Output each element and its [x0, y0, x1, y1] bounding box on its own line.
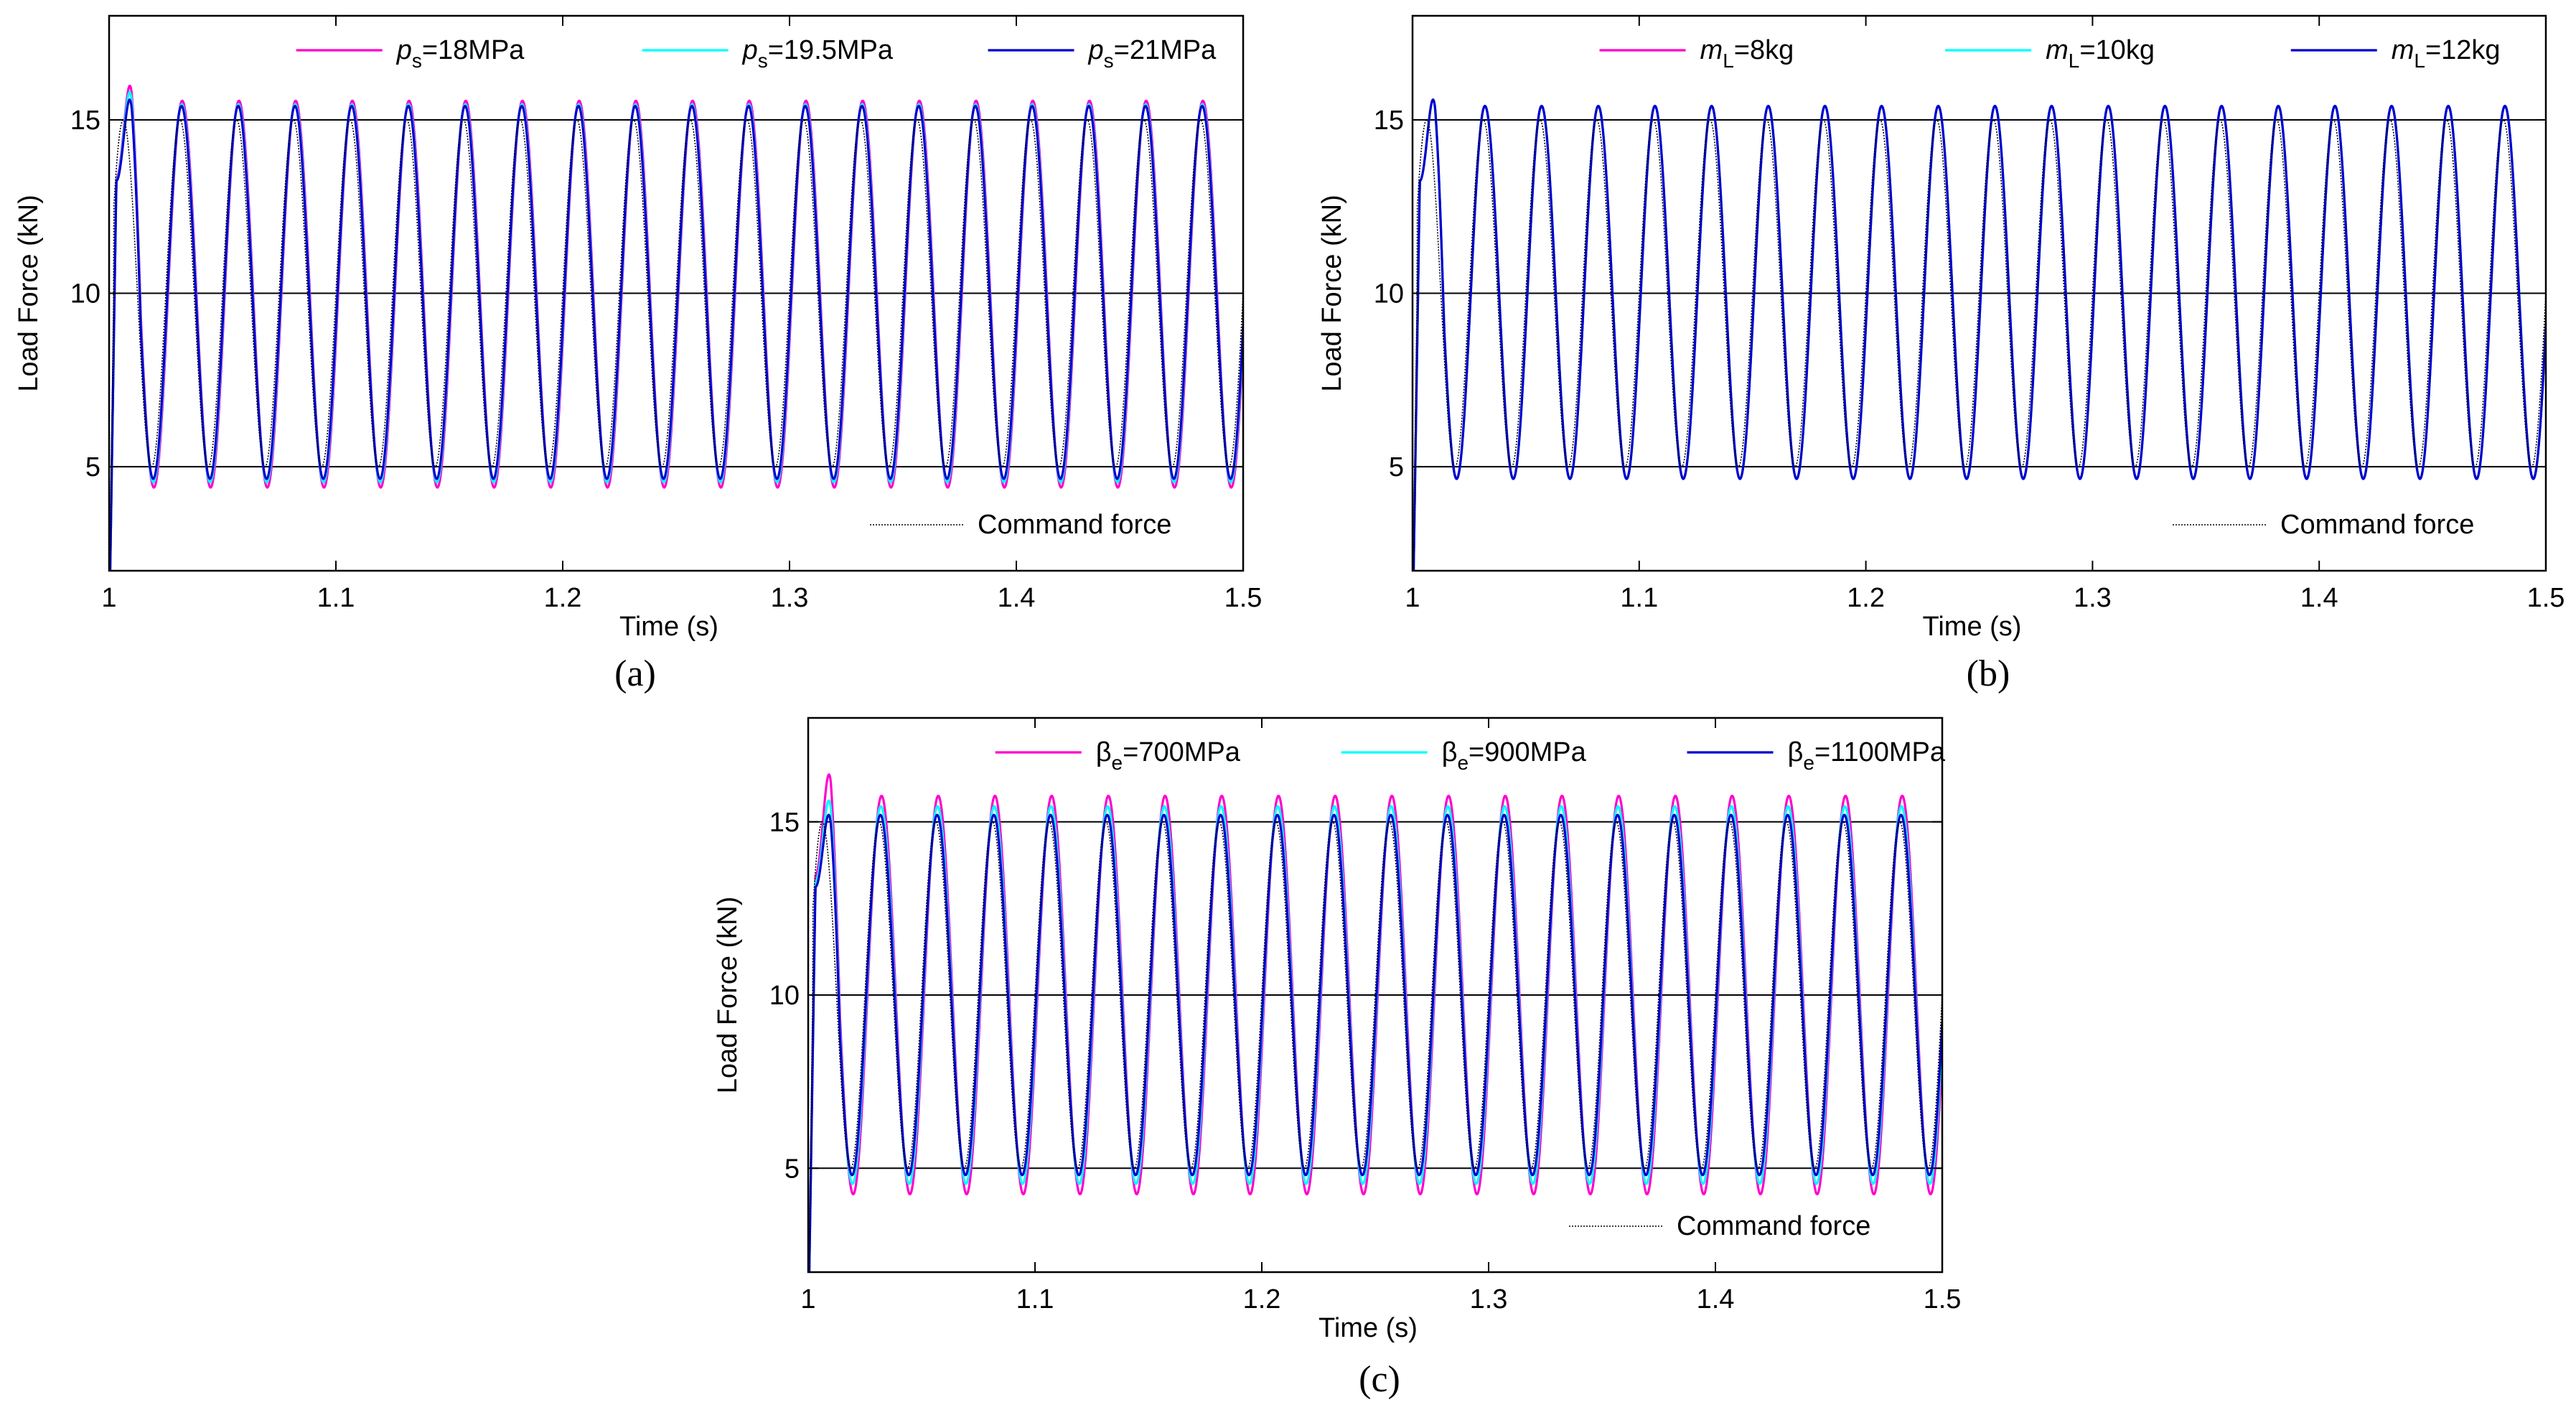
- series-line-3: [109, 98, 1243, 571]
- legend-item-2: ps=19.5MPa: [642, 35, 894, 72]
- legend-item-command: Command force: [2173, 510, 2474, 540]
- legend-label: βe=1100MPa: [1788, 737, 1946, 774]
- x-tick-label: 1: [800, 1284, 815, 1314]
- x-tick-label: 1.2: [1243, 1284, 1281, 1314]
- x-tick-label: 1: [101, 583, 116, 613]
- y-tick-label: 10: [1374, 279, 1404, 309]
- x-axis-label: Time (s): [1923, 612, 2022, 642]
- x-axis-label: Time (s): [1319, 1313, 1418, 1343]
- traces: [1413, 98, 2546, 571]
- series-line-1: [109, 84, 1243, 571]
- x-tick-label: 1.1: [1620, 583, 1658, 613]
- y-tick-label: 10: [769, 981, 800, 1011]
- legend-item-1: ps=18MPa: [296, 35, 525, 72]
- legend-item-3: βe=1100MPa: [1687, 737, 1946, 774]
- y-tick-label: 15: [769, 808, 800, 838]
- legend-label: ps=19.5MPa: [742, 35, 894, 72]
- y-axis-label: Load Force (kN): [1317, 195, 1347, 392]
- y-tick-label: 10: [70, 279, 100, 309]
- x-tick-label: 1.3: [1470, 1284, 1508, 1314]
- x-tick-label: 1.3: [2074, 583, 2112, 613]
- x-tick-label: 1.4: [2300, 583, 2338, 613]
- legend-label: ps=18MPa: [396, 35, 525, 72]
- legend-label: Command force: [978, 510, 1171, 540]
- y-axis-label: Load Force (kN): [713, 897, 743, 1094]
- x-tick-label: 1.2: [544, 583, 582, 613]
- legend-item-command: Command force: [1569, 1211, 1870, 1241]
- series-line-3: [808, 813, 1942, 1272]
- legend-item-3: ps=21MPa: [988, 35, 1217, 72]
- y-axis-label: Load Force (kN): [14, 195, 44, 392]
- legend-label: ps=21MPa: [1088, 35, 1217, 72]
- legend-item-command: Command force: [870, 510, 1171, 540]
- series-line-1: [808, 773, 1942, 1272]
- y-tick-label: 5: [85, 452, 100, 482]
- legend-label: mL=8kg: [1700, 35, 1794, 72]
- command-force-line: [109, 119, 1243, 571]
- panel-caption: (c): [1359, 1359, 1400, 1400]
- traces: [808, 773, 1942, 1272]
- traces: [109, 84, 1243, 571]
- chart-panel-a: 1 1.1 1.2 1.3 1.4 1.5 5 10 15 Time (s) Load Force …: [14, 14, 1263, 694]
- legend-item-2: mL=10kg: [1945, 35, 2155, 72]
- series-line-2: [109, 90, 1243, 571]
- x-tick-label: 1.1: [1016, 1284, 1054, 1314]
- legend-item-3: mL=12kg: [2290, 35, 2501, 72]
- legend-label: βe=700MPa: [1096, 737, 1241, 774]
- chart-panel-c: 1 1.1 1.2 1.3 1.4 1.5 5 10 15 Time (s) Load Force …: [713, 716, 1962, 1400]
- series-line-2: [1413, 98, 2546, 571]
- legend-item-2: βe=900MPa: [1341, 737, 1587, 774]
- x-tick-label: 1.3: [771, 583, 809, 613]
- command-force-line: [1413, 119, 2546, 571]
- legend-label: βe=900MPa: [1442, 737, 1587, 774]
- y-tick-label: 5: [784, 1154, 800, 1184]
- x-axis-label: Time (s): [619, 612, 718, 642]
- chart-panel-b: 1 1.1 1.2 1.3 1.4 1.5 5 10 15 Time (s) Load Force …: [1317, 14, 2565, 694]
- legend-label: Command force: [2280, 510, 2474, 540]
- x-tick-label: 1.2: [1847, 583, 1885, 613]
- y-tick-label: 15: [70, 106, 100, 136]
- legend-item-1: βe=700MPa: [995, 737, 1241, 774]
- panel-caption: (b): [1967, 653, 2010, 694]
- panel-caption: (a): [614, 653, 656, 694]
- y-tick-label: 5: [1389, 452, 1404, 482]
- x-tick-label: 1.4: [1697, 1284, 1735, 1314]
- series-line-3: [1413, 98, 2546, 571]
- x-tick-label: 1.5: [1224, 583, 1263, 613]
- x-tick-label: 1.5: [1924, 1284, 1962, 1314]
- x-tick-label: 1.4: [998, 583, 1036, 613]
- x-tick-label: 1.5: [2527, 583, 2565, 613]
- legend-item-1: mL=8kg: [1599, 35, 1794, 72]
- x-tick-label: 1.1: [317, 583, 355, 613]
- y-tick-label: 15: [1374, 106, 1404, 136]
- series-line-1: [1413, 98, 2546, 571]
- x-tick-label: 1: [1405, 583, 1420, 613]
- command-force-line: [808, 821, 1942, 1272]
- legend-label: Command force: [1677, 1211, 1870, 1241]
- legend-label: mL=10kg: [2046, 35, 2155, 72]
- legend-label: mL=12kg: [2392, 35, 2501, 72]
